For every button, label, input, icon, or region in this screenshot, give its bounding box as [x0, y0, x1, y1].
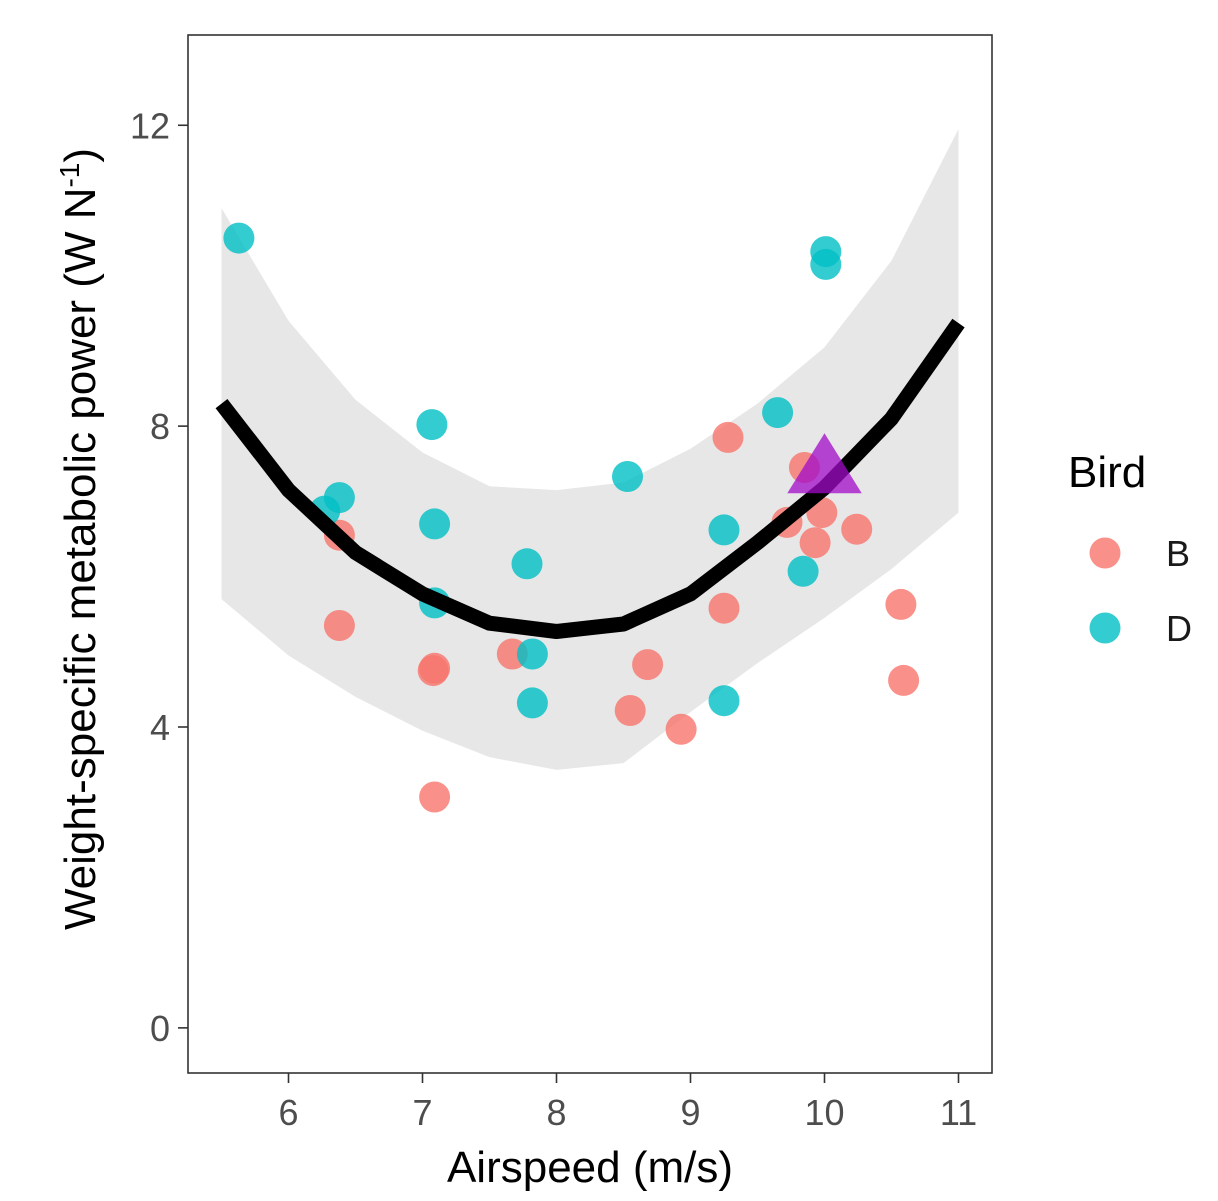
x-tick-label: 11	[940, 1092, 977, 1133]
data-point-d	[810, 248, 842, 280]
data-point-d	[323, 482, 355, 514]
y-axis: 0 4 8 12	[130, 105, 188, 1049]
y-tick-label: 8	[150, 406, 170, 447]
highlight-layer	[787, 433, 862, 494]
x-tick-label: 7	[412, 1092, 432, 1133]
data-point-d	[516, 638, 548, 670]
y-axis-title-main: Weight-specific metabolic power (W N	[56, 188, 105, 931]
data-point-b	[419, 781, 451, 813]
highlight-triangle-marker	[787, 433, 862, 494]
data-point-b	[323, 610, 355, 641]
data-point-d	[516, 687, 548, 719]
y-tick-label: 0	[150, 1008, 170, 1049]
x-tick-label: 10	[804, 1092, 844, 1133]
data-point-b	[708, 592, 740, 624]
legend-key-b	[1089, 537, 1121, 569]
data-point-b	[712, 421, 744, 453]
data-point-d	[223, 222, 255, 254]
data-point-d	[419, 508, 451, 540]
legend: Bird BD	[1068, 448, 1192, 649]
data-point-b	[885, 588, 917, 620]
data-point-b	[632, 649, 664, 681]
y-axis-title-superscript: -1	[54, 163, 85, 188]
y-tick-label: 4	[150, 707, 170, 748]
data-point-d	[708, 514, 740, 546]
data-point-d	[787, 555, 819, 587]
x-tick-label: 8	[546, 1092, 566, 1133]
legend-entries: BD	[1089, 533, 1192, 649]
legend-label-d: D	[1166, 608, 1192, 649]
data-point-d	[416, 409, 448, 441]
x-axis-title: Airspeed (m/s)	[447, 1143, 733, 1192]
data-point-b	[665, 713, 697, 745]
y-tick-label: 12	[130, 105, 170, 146]
data-point-b	[841, 513, 873, 545]
confidence-band	[221, 129, 959, 770]
legend-label-b: B	[1166, 533, 1190, 574]
data-point-d	[612, 461, 643, 492]
y-axis-title-close: )	[56, 148, 105, 163]
confidence-band-layer	[221, 129, 959, 770]
data-point-b	[799, 527, 831, 559]
x-tick-label: 9	[680, 1092, 700, 1133]
y-axis-title: Weight-specific metabolic power (W N-1)	[54, 148, 105, 930]
plot-border	[187, 34, 993, 1074]
x-tick-label: 6	[278, 1092, 298, 1133]
data-point-d	[511, 548, 543, 580]
data-point-b	[888, 664, 920, 696]
data-point-b	[419, 652, 451, 684]
legend-title: Bird	[1068, 448, 1146, 497]
legend-key-d	[1089, 612, 1121, 644]
data-point-b	[614, 695, 646, 726]
data-point-d	[708, 685, 740, 717]
data-point-d	[762, 397, 794, 429]
x-axis: 6 7 8 9 10 11	[278, 1073, 977, 1133]
